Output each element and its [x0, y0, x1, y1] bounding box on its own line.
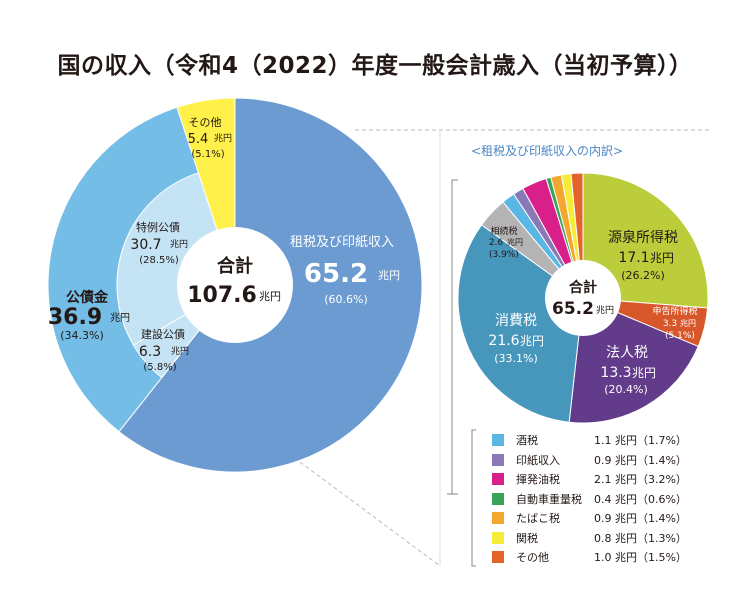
- legend-value: 1.0 兆円（1.5%）: [594, 551, 687, 564]
- main-center-value: 107.6: [187, 283, 257, 308]
- breakdown-center-unit: 兆円: [596, 305, 614, 316]
- breakdown-title: <租税及び印紙収入の内訳>: [471, 143, 623, 158]
- legend-bracket-lower: [471, 429, 476, 567]
- breakdown-slice-3: [457, 224, 584, 423]
- slice-label-tax-value: 65.2: [304, 259, 368, 289]
- sub-label-filing-percent: (5.1%): [665, 331, 695, 341]
- legend-swatch: [492, 551, 504, 563]
- sub-label-corporate-unit: 兆円: [632, 366, 656, 380]
- sub-label-consumption-value: 21.6: [488, 333, 519, 349]
- legend-item: 自動車重量税 0.4 兆円（0.6%）: [484, 489, 710, 508]
- slice-label-bonds-value: 36.9: [48, 305, 102, 330]
- legend-value: 1.1 兆円（1.7%）: [594, 434, 687, 447]
- sub-label-inheritance-percent: (3.9%): [489, 250, 519, 260]
- sub-label-corporate-name: 法人税: [606, 345, 648, 361]
- slice-label-tax-name: 租税及び印紙収入: [290, 235, 394, 250]
- breakdown-slice-0: [582, 172, 709, 309]
- slice-label-other-name: その他: [189, 116, 222, 129]
- slice-label-special-bonds-unit: 兆円: [170, 239, 188, 250]
- legend-swatch: [492, 434, 504, 446]
- main-pie-center-hole: [177, 227, 293, 343]
- legend-item: 印紙収入 0.9 兆円（1.4%）: [484, 450, 710, 469]
- legend-swatch: [492, 512, 504, 524]
- main-center-unit: 兆円: [259, 290, 281, 303]
- legend-bracket-upper: [447, 179, 458, 495]
- slice-label-tax-unit: 兆円: [378, 269, 400, 282]
- breakdown-legend: 酒税 1.1 兆円（1.7%） 印紙収入 0.9 兆円（1.4%） 揮発油税 2.1 兆円…: [484, 426, 710, 568]
- sub-label-consumption-percent: (33.1%): [494, 352, 538, 365]
- sub-label-filing-value: 3.3: [663, 319, 677, 329]
- legend-label: 関税: [516, 531, 538, 545]
- slice-label-construction-bonds-name: 建設公債: [141, 327, 185, 341]
- connector-line-bottom: [299, 461, 441, 567]
- slice-label-bonds-name: 公債金: [66, 289, 109, 306]
- legend-label: その他: [516, 551, 549, 564]
- breakdown-center-label: 合計: [569, 279, 597, 296]
- legend-label: 印紙収入: [516, 453, 560, 467]
- legend-item: その他 1.0 兆円（1.5%）: [484, 547, 710, 566]
- slice-label-special-bonds-percent: (28.5%): [139, 255, 179, 266]
- legend-swatch: [492, 531, 504, 544]
- slice-label-special-bonds-name: 特例公債: [136, 220, 180, 234]
- sub-label-consumption-name: 消費税: [495, 313, 537, 329]
- sub-label-inheritance-unit: 兆円: [507, 237, 523, 247]
- sub-label-withholding-unit: 兆円: [650, 251, 674, 265]
- legend-value: 0.9 兆円（1.4%）: [594, 512, 687, 525]
- sub-label-withholding-name: 源泉所得税: [608, 229, 678, 246]
- breakdown-center-value: 65.2: [552, 299, 594, 319]
- sub-label-consumption-unit: 兆円: [520, 334, 544, 348]
- sub-label-inheritance-name: 相続税: [490, 225, 517, 237]
- legend-value: 0.8 兆円（1.3%）: [594, 531, 687, 545]
- legend-swatch: [492, 473, 504, 485]
- legend-value: 2.1 兆円（3.2%）: [594, 473, 687, 486]
- sub-label-corporate-value: 13.3: [600, 365, 631, 381]
- legend-value: 0.4 兆円（0.6%）: [594, 492, 687, 506]
- sub-label-filing-unit: 兆円: [680, 318, 696, 328]
- main-center-label: 合計: [217, 255, 253, 277]
- slice-label-tax-percent: (60.6%): [324, 293, 368, 306]
- sub-label-filing-name: 申告所得税: [652, 305, 697, 317]
- slice-label-bonds-percent: (34.3%): [60, 329, 104, 342]
- sub-label-withholding-value: 17.1: [618, 250, 649, 266]
- sub-label-corporate-percent: (20.4%): [604, 383, 648, 396]
- legend-value: 0.9 兆円（1.4%）: [594, 453, 687, 467]
- slice-label-construction-bonds-percent: (5.8%): [143, 362, 176, 373]
- slice-label-other-percent: (5.1%): [191, 149, 224, 160]
- slice-label-bonds-unit: 兆円: [110, 312, 130, 324]
- slice-label-other-value: 5.4: [188, 132, 209, 147]
- page-title: 国の収入（令和4（2022）年度一般会計歳入（当初予算））: [57, 53, 693, 79]
- legend-label: 自動車重量税: [516, 492, 582, 506]
- breakdown-pie-center-hole: [545, 260, 621, 336]
- legend-label: 揮発油税: [516, 473, 560, 486]
- legend-label: たばこ税: [516, 512, 560, 525]
- legend-swatch: [492, 492, 504, 505]
- legend-swatch: [492, 453, 504, 466]
- legend-item: 関税 0.8 兆円（1.3%）: [484, 528, 710, 547]
- legend-item: 酒税 1.1 兆円（1.7%）: [484, 430, 710, 449]
- slice-label-construction-bonds-value: 6.3: [139, 344, 161, 360]
- slice-label-special-bonds-value: 30.7: [130, 237, 161, 253]
- legend-item: 揮発油税 2.1 兆円（3.2%）: [484, 469, 710, 488]
- legend-label: 酒税: [516, 434, 538, 447]
- slice-label-construction-bonds-unit: 兆円: [171, 346, 189, 357]
- slice-label-other-unit: 兆円: [214, 133, 232, 144]
- sub-label-inheritance-value: 2.6: [489, 238, 504, 248]
- legend-item: たばこ税 0.9 兆円（1.4%）: [484, 508, 710, 527]
- sub-label-withholding-percent: (26.2%): [621, 269, 665, 282]
